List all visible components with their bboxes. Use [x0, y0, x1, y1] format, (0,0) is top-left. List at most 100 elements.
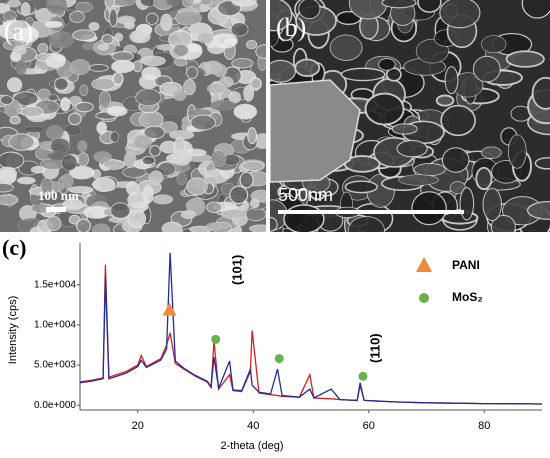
grain — [61, 173, 74, 189]
grain — [229, 185, 249, 205]
pore — [283, 204, 325, 232]
grain — [0, 95, 14, 105]
pore — [364, 92, 405, 126]
scale-label: 500nm — [278, 185, 333, 205]
pore — [444, 66, 459, 95]
grain — [96, 121, 107, 135]
grain — [233, 103, 258, 120]
grain — [6, 0, 22, 8]
grain — [206, 201, 223, 214]
pore — [294, 58, 321, 77]
grain — [18, 26, 40, 43]
grain — [172, 89, 187, 101]
grain — [9, 115, 21, 125]
y-tick-label: 1.0e+004 — [34, 320, 76, 331]
grain — [47, 93, 58, 101]
grain — [247, 127, 258, 145]
pore — [396, 139, 428, 158]
pore — [270, 0, 293, 32]
grain — [88, 21, 100, 31]
grain — [12, 91, 39, 107]
grain — [133, 135, 153, 150]
pore — [329, 34, 363, 61]
pore — [391, 123, 418, 135]
grain — [152, 194, 174, 205]
grain — [88, 63, 109, 72]
pore — [439, 0, 481, 29]
grain — [249, 224, 266, 232]
grain — [101, 34, 114, 45]
grain — [110, 131, 119, 143]
pore — [507, 134, 527, 169]
grain — [141, 66, 161, 81]
grain — [20, 1, 31, 17]
grain — [93, 151, 112, 163]
grain — [25, 17, 35, 28]
grain — [206, 83, 226, 94]
grain — [211, 150, 227, 167]
pore — [413, 163, 446, 177]
grain — [13, 45, 27, 56]
grain — [166, 0, 180, 7]
grain — [135, 88, 162, 107]
grain — [182, 0, 195, 8]
grain — [244, 207, 266, 222]
pore — [481, 146, 502, 159]
grain — [111, 51, 135, 62]
grain — [61, 154, 78, 171]
grain — [183, 79, 196, 96]
grain — [112, 72, 124, 86]
pore — [490, 214, 516, 232]
grain — [139, 110, 164, 129]
grain — [0, 182, 14, 193]
scale-bar — [278, 210, 464, 214]
grain — [210, 100, 236, 111]
pore — [398, 174, 439, 186]
grain — [77, 152, 89, 167]
grain — [92, 177, 116, 193]
pore — [459, 187, 475, 221]
grain — [75, 1, 93, 13]
pore — [378, 58, 396, 71]
grain — [69, 165, 95, 180]
grain — [122, 166, 147, 178]
grain — [212, 64, 228, 78]
grain — [75, 101, 94, 113]
legend-label: PANI — [452, 258, 480, 272]
grain — [110, 202, 131, 219]
grain — [199, 3, 210, 12]
grain — [46, 0, 68, 15]
grain — [145, 12, 159, 25]
pore — [440, 104, 476, 137]
peak-label: (101) — [229, 255, 244, 285]
pore — [385, 67, 402, 82]
marker — [358, 371, 368, 381]
grain — [171, 149, 193, 166]
grain — [175, 10, 202, 26]
grain — [104, 0, 115, 9]
grain — [255, 44, 266, 59]
legend-symbol — [416, 257, 432, 272]
y-axis-title: Intensity (cps) — [7, 296, 19, 364]
grain — [69, 11, 85, 23]
y-tick-label: 0.0e+000 — [34, 400, 76, 411]
grain — [231, 0, 257, 7]
peak-label: (110) — [367, 333, 382, 363]
grain — [106, 106, 128, 117]
marker — [211, 334, 221, 344]
pore — [270, 59, 297, 83]
x-tick-label: 20 — [132, 420, 144, 432]
grain — [176, 171, 187, 186]
pore — [505, 50, 545, 68]
grain — [160, 13, 173, 32]
grain — [186, 177, 208, 196]
grain — [6, 77, 23, 93]
grain — [49, 31, 74, 49]
grain — [54, 77, 69, 91]
grain — [221, 208, 247, 220]
sem-image-b — [270, 0, 550, 232]
grain — [129, 30, 146, 43]
grain — [250, 198, 260, 209]
